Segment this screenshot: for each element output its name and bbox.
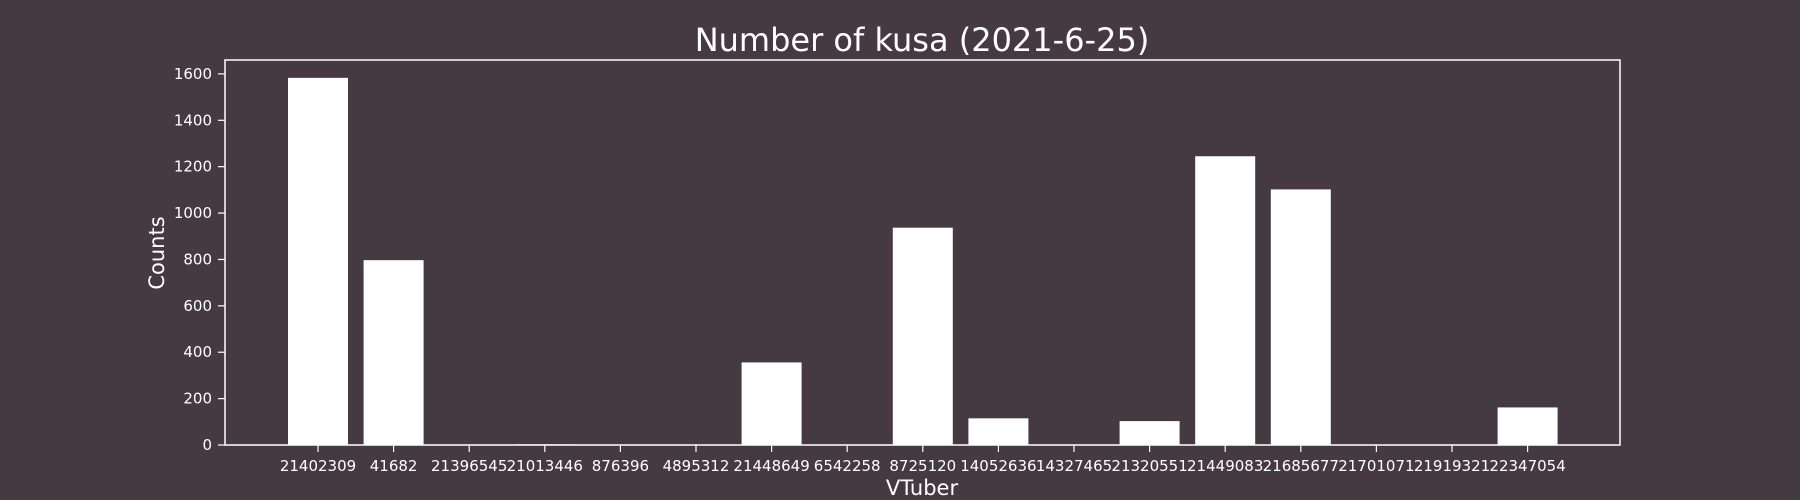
x-tick-label-6: 21448649 (733, 457, 809, 475)
bar-13 (1270, 189, 1331, 445)
x-tick-label-12: 21449083 (1187, 457, 1263, 475)
x-tick-label-9: 14052636 (960, 457, 1036, 475)
x-tick-label-16: 22347054 (1489, 457, 1565, 475)
y-tick-label-2: 400 (183, 343, 212, 361)
y-tick-label-8: 1600 (174, 65, 212, 83)
plot-area: 0 200 400 600 800 1000 1200 1400 1600 21402309 416… (174, 59, 1621, 475)
x-tick-label-0: 21402309 (280, 457, 356, 475)
x-tick-label-15: 21919321 (1414, 457, 1490, 475)
y-tick-label-7: 1400 (174, 111, 212, 129)
bar-1 (363, 260, 424, 445)
chart-title: Number of kusa (2021-6-25) (695, 21, 1150, 59)
bar-12 (1195, 156, 1256, 445)
x-tick-label-1: 41682 (370, 457, 418, 475)
x-tick-label-10: 14327465 (1036, 457, 1112, 475)
x-tick-label-2: 21396545 (431, 457, 507, 475)
x-tick-label-13: 21685677 (1263, 457, 1339, 475)
x-tick-label-8: 8725120 (889, 457, 956, 475)
bar-8 (892, 227, 953, 445)
y-tick-label-0: 0 (202, 436, 212, 454)
y-tick-label-4: 800 (183, 250, 212, 268)
x-tick-label-14: 21701071 (1338, 457, 1414, 475)
x-tick-label-7: 6542258 (814, 457, 881, 475)
y-tick-label-6: 1200 (174, 158, 212, 176)
y-axis-label: Counts (145, 216, 169, 289)
bar-9 (968, 418, 1029, 445)
bar-0 (288, 77, 348, 446)
y-tick-label-3: 600 (183, 297, 212, 315)
bar-6 (741, 362, 802, 445)
bar-16 (1497, 407, 1558, 445)
x-tick-label-5: 4895312 (663, 457, 730, 475)
x-tick-label-11: 21320551 (1111, 457, 1187, 475)
x-tick-label-3: 21013446 (507, 457, 583, 475)
y-tick-label-5: 1000 (174, 204, 212, 222)
x-axis-label: VTuber (886, 476, 959, 500)
y-tick-label-1: 200 (183, 390, 212, 408)
bar-11 (1119, 421, 1180, 445)
x-tick-label-4: 876396 (592, 457, 649, 475)
